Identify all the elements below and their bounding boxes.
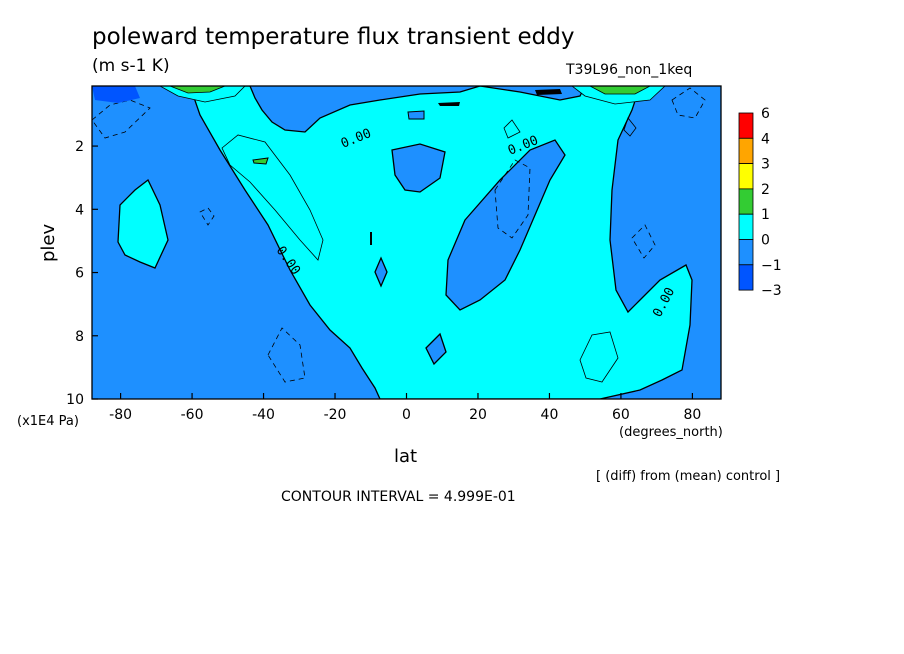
x-tick-label-2: -40 <box>252 407 275 423</box>
colorbar-label-4: 1 <box>761 207 770 223</box>
x-tick-label-7: 60 <box>612 407 630 423</box>
contour-positive-c <box>503 119 521 139</box>
colorbar-label-6: −1 <box>761 258 782 274</box>
y-axis-units: (x1E4 Pa) <box>17 414 79 429</box>
y-tick-label-0: 2 <box>75 139 84 155</box>
colorbar-swatch-2 <box>738 163 754 190</box>
field-island-small-a <box>425 332 447 366</box>
colorbar-swatch-0 <box>738 112 754 139</box>
colorbar-label-5: 0 <box>761 233 770 249</box>
x-tick-label-0: -80 <box>109 407 132 423</box>
y-tick-label-4: 10 <box>66 392 84 408</box>
field-strong-negative <box>92 86 140 103</box>
colorbar-label-2: 3 <box>761 157 770 173</box>
colorbar-swatch-4 <box>738 213 754 240</box>
colorbar-swatch-3 <box>738 188 754 215</box>
colorbar-swatch-1 <box>738 137 754 165</box>
field-top-green-left <box>169 86 226 94</box>
plot-area <box>92 86 721 399</box>
colorbar-swatch-6 <box>738 264 754 291</box>
field-island-center <box>391 143 446 193</box>
colorbar-label-1: 4 <box>761 131 770 147</box>
field-thin-band-b <box>438 102 460 106</box>
y-tick-label-1: 4 <box>75 202 84 218</box>
contour-positive-d <box>623 117 637 137</box>
field-thin-band-a <box>535 89 562 95</box>
colorbar-label-0: 6 <box>761 106 770 122</box>
field-island-right <box>445 139 566 311</box>
y-axis: 2 4 6 8 10 <box>66 139 98 408</box>
contour-positive-a <box>221 134 324 261</box>
field-positive-main <box>189 86 693 399</box>
y-axis-label: plev <box>38 223 59 262</box>
colorbar-label-7: −3 <box>761 283 782 299</box>
x-tick-label-6: 40 <box>541 407 559 423</box>
field-positive-left <box>117 178 169 269</box>
y-tick-label-2: 6 <box>75 266 84 282</box>
x-axis-label: lat <box>394 446 418 467</box>
y-tick-label-3: 8 <box>75 329 84 345</box>
field-spot-green <box>252 157 269 165</box>
colorbar: 6 4 3 2 1 0 −1 −3 <box>738 106 782 299</box>
x-tick-label-5: 20 <box>469 407 487 423</box>
x-tick-label-3: -20 <box>324 407 347 423</box>
colorbar-label-3: 2 <box>761 182 770 198</box>
contour-interval: CONTOUR INTERVAL = 4.999E-01 <box>281 489 516 505</box>
x-tick-label-1: -60 <box>181 407 204 423</box>
diff-note: [ (diff) from (mean) control ] <box>596 469 781 484</box>
colorbar-swatch-5 <box>738 239 754 266</box>
field-thin-band-c <box>407 110 425 120</box>
chart-units: (m s-1 K) <box>92 56 170 76</box>
field-spot-black <box>370 232 372 245</box>
x-tick-label-4: 0 <box>402 407 411 423</box>
x-axis: -80 -60 -40 -20 0 20 40 60 80 <box>109 393 701 423</box>
x-tick-label-8: 80 <box>683 407 701 423</box>
contour-positive-b <box>579 331 619 383</box>
run-label: T39L96_non_1keq <box>566 62 693 78</box>
x-axis-units: (degrees_north) <box>619 425 723 440</box>
field-top-green-right <box>589 86 651 95</box>
contours-negative <box>92 87 706 383</box>
chart-title: poleward temperature flux transient eddy <box>92 24 575 50</box>
field-island-small-b <box>374 256 388 288</box>
